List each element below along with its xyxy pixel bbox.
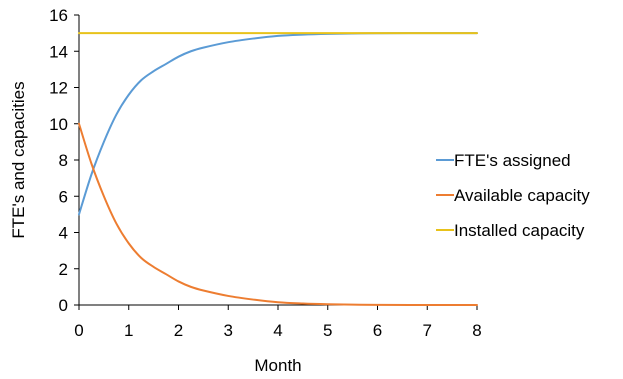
y-tick-label: 0 (59, 296, 68, 315)
legend-label: Available capacity (454, 186, 590, 205)
y-tick-label: 16 (49, 6, 68, 25)
y-tick-label: 6 (59, 187, 68, 206)
x-tick-label: 1 (124, 321, 133, 340)
legend-label: Installed capacity (454, 221, 585, 240)
legend-item-available-capacity: Available capacity (436, 186, 590, 205)
x-tick-label: 2 (174, 321, 183, 340)
y-ticks: 0 2 4 6 8 10 12 14 16 (49, 6, 79, 315)
y-tick-label: 10 (49, 115, 68, 134)
y-tick-label: 14 (49, 42, 68, 61)
legend-item-fte-s-assigned: FTE's assigned (436, 151, 571, 170)
x-ticks: 0 1 2 3 4 5 6 7 8 (74, 305, 482, 340)
series-line-fte-s-assigned (78, 32, 478, 216)
x-tick-label: 5 (323, 321, 332, 340)
y-tick-label: 2 (59, 260, 68, 279)
x-tick-label: 3 (224, 321, 233, 340)
legend-item-installed-capacity: Installed capacity (436, 221, 585, 240)
x-axis-title: Month (254, 356, 301, 375)
x-tick-label: 7 (423, 321, 432, 340)
x-tick-label: 0 (74, 321, 83, 340)
series-line-available-capacity (78, 122, 478, 307)
y-tick-label: 12 (49, 79, 68, 98)
y-tick-label: 8 (59, 151, 68, 170)
x-tick-label: 4 (273, 321, 282, 340)
series-lines (78, 32, 478, 307)
y-tick-label: 4 (59, 224, 68, 243)
x-tick-label: 8 (472, 321, 481, 340)
x-tick-label: 6 (373, 321, 382, 340)
legend-label: FTE's assigned (454, 151, 571, 170)
y-axis-title: FTE's and capacities (9, 81, 28, 238)
legend: FTE's assigned Available capacity Installe… (436, 151, 590, 240)
